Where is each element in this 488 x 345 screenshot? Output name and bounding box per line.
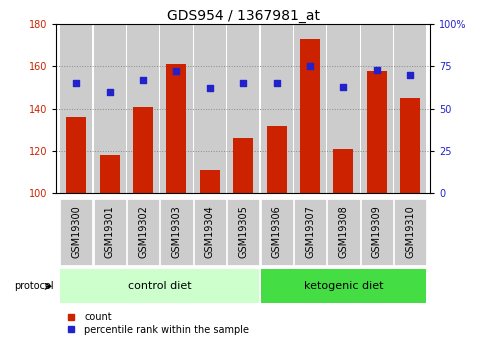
- Bar: [400, 98, 420, 193]
- Bar: [293, 199, 325, 265]
- Bar: [327, 199, 359, 265]
- Bar: [94, 24, 125, 193]
- Text: GSM19305: GSM19305: [238, 206, 248, 258]
- Bar: [360, 199, 392, 265]
- Bar: [393, 24, 426, 193]
- Bar: [193, 24, 225, 193]
- Point: [272, 80, 280, 86]
- Point: [105, 89, 113, 95]
- Bar: [60, 199, 92, 265]
- Text: GSM19303: GSM19303: [171, 206, 181, 258]
- Bar: [94, 199, 125, 265]
- Bar: [100, 155, 120, 193]
- Text: GSM19304: GSM19304: [204, 206, 214, 258]
- Bar: [360, 24, 392, 193]
- Bar: [260, 199, 292, 265]
- Text: GSM19309: GSM19309: [371, 206, 381, 258]
- Point: [339, 84, 346, 89]
- Text: control diet: control diet: [128, 282, 191, 291]
- Bar: [133, 107, 153, 193]
- Bar: [127, 199, 159, 265]
- Title: GDS954 / 1367981_at: GDS954 / 1367981_at: [166, 9, 319, 23]
- Bar: [233, 138, 253, 193]
- Bar: [60, 269, 259, 304]
- Bar: [300, 39, 320, 193]
- Point: [239, 80, 246, 86]
- Text: GSM19301: GSM19301: [104, 206, 115, 258]
- Bar: [200, 170, 220, 193]
- Bar: [166, 64, 186, 193]
- Text: GSM19300: GSM19300: [71, 206, 81, 258]
- Bar: [160, 199, 192, 265]
- Bar: [327, 24, 359, 193]
- Bar: [160, 24, 192, 193]
- Bar: [193, 199, 225, 265]
- Text: GSM19307: GSM19307: [305, 206, 314, 258]
- Point: [305, 63, 313, 69]
- Point: [72, 80, 80, 86]
- Point: [406, 72, 413, 78]
- Bar: [260, 269, 426, 304]
- Point: [172, 69, 180, 74]
- Text: GSM19306: GSM19306: [271, 206, 281, 258]
- Text: GSM19310: GSM19310: [405, 206, 414, 258]
- Bar: [260, 24, 292, 193]
- Point: [139, 77, 147, 83]
- Bar: [366, 71, 386, 193]
- Point: [372, 67, 380, 72]
- Bar: [66, 117, 86, 193]
- Bar: [227, 199, 259, 265]
- Legend: count, percentile rank within the sample: count, percentile rank within the sample: [61, 312, 249, 335]
- Bar: [60, 24, 92, 193]
- Bar: [127, 24, 159, 193]
- Text: GSM19308: GSM19308: [338, 206, 348, 258]
- Bar: [266, 126, 286, 193]
- Text: ketogenic diet: ketogenic diet: [303, 282, 383, 291]
- Text: protocol: protocol: [14, 282, 54, 291]
- Bar: [227, 24, 259, 193]
- Bar: [333, 149, 353, 193]
- Bar: [393, 199, 426, 265]
- Bar: [293, 24, 325, 193]
- Text: GSM19302: GSM19302: [138, 206, 148, 258]
- Point: [205, 86, 213, 91]
